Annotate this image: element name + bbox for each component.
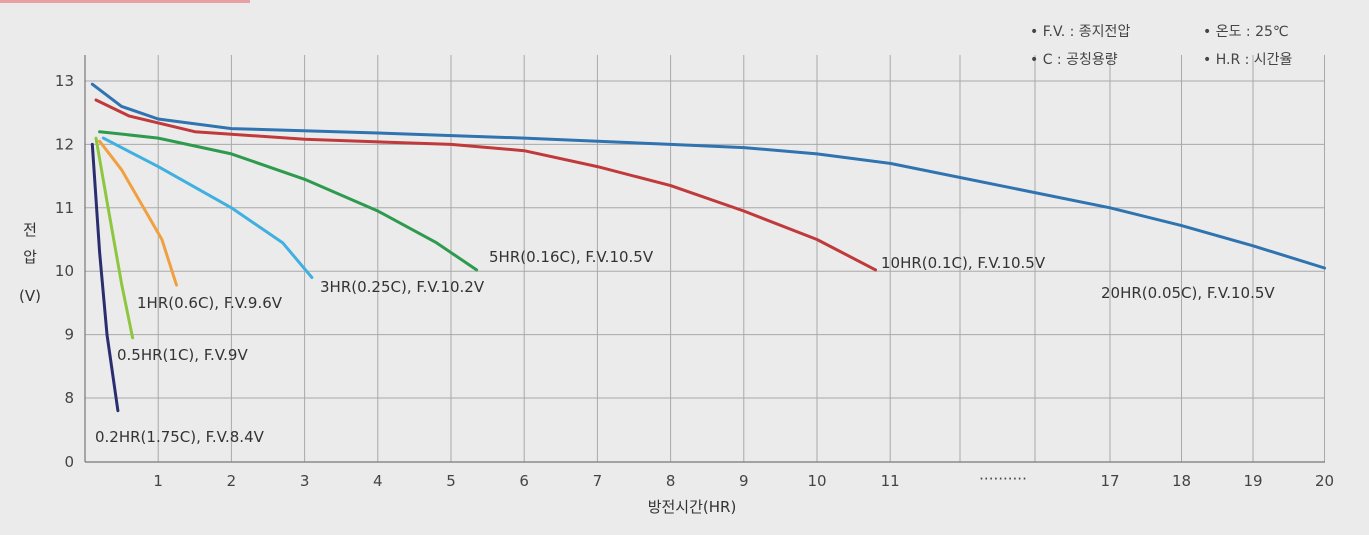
series-lines bbox=[90, 82, 1326, 413]
x-tick-label: 18 bbox=[1172, 472, 1191, 490]
series-line bbox=[94, 136, 135, 340]
y-tick-label: 13 bbox=[55, 72, 74, 90]
legend-c: • C : 공칭용량 bbox=[1030, 52, 1118, 68]
x-tick-label: 6 bbox=[519, 472, 529, 490]
x-tick-label: 4 bbox=[373, 472, 383, 490]
x-tick-label: 20 bbox=[1315, 472, 1334, 490]
x-tick-label: 5 bbox=[446, 472, 456, 490]
x-tick-label: 1 bbox=[153, 472, 163, 490]
legend-temp: • 온도 : 25℃ bbox=[1203, 24, 1289, 40]
x-tick-label: 2 bbox=[227, 472, 237, 490]
axes bbox=[84, 55, 1325, 463]
x-tick-label: 11 bbox=[881, 472, 900, 490]
x-tick-label: 17 bbox=[1100, 472, 1119, 490]
y-tick-label: 9 bbox=[64, 326, 74, 344]
x-tick-labels: 1 2 3 4 5 6 7 8 9 10 11 17 18 19 20 ·········· bbox=[153, 470, 1334, 490]
y-axis-label-1: 전 bbox=[23, 221, 37, 239]
x-tick-label: 19 bbox=[1243, 472, 1262, 490]
y-tick-label: 8 bbox=[64, 389, 74, 407]
x-tick-label: 7 bbox=[593, 472, 603, 490]
x-tick-label: 8 bbox=[666, 472, 676, 490]
top-accent-strip bbox=[0, 0, 250, 3]
series-line bbox=[94, 98, 878, 272]
y-tick-label: 10 bbox=[55, 262, 74, 280]
series-label: 10HR(0.1C), F.V.10.5V bbox=[881, 254, 1046, 272]
series-line bbox=[90, 82, 1326, 270]
legend-hr: • H.R : 시간율 bbox=[1203, 52, 1293, 68]
series-label: 5HR(0.16C), F.V.10.5V bbox=[489, 248, 654, 266]
x-axis-label: 방전시간(HR) bbox=[648, 498, 737, 516]
x-tick-label: 10 bbox=[807, 472, 826, 490]
series-label: 3HR(0.25C), F.V.10.2V bbox=[320, 278, 485, 296]
y-axis-label-2: 압 bbox=[23, 248, 37, 266]
x-tick-label: 9 bbox=[739, 472, 749, 490]
series-line bbox=[98, 130, 479, 272]
series-label: 0.2HR(1.75C), F.V.8.4V bbox=[95, 428, 265, 446]
series-label: 0.5HR(1C), F.V.9V bbox=[117, 346, 248, 364]
y-tick-label: 0 bbox=[64, 453, 74, 471]
y-tick-label: 11 bbox=[55, 199, 74, 217]
series-line bbox=[90, 142, 120, 413]
grid-lines bbox=[85, 55, 1325, 462]
series-label: 20HR(0.05C), F.V.10.5V bbox=[1101, 284, 1275, 302]
series-line bbox=[98, 139, 178, 287]
legend-fv: • F.V. : 종지전압 bbox=[1030, 24, 1130, 40]
series-line bbox=[101, 136, 314, 279]
series-labels: 0.2HR(1.75C), F.V.8.4V 0.5HR(1C), F.V.9V 1… bbox=[95, 248, 1275, 446]
series-label: 1HR(0.6C), F.V.9.6V bbox=[137, 294, 283, 312]
x-tick-label: 3 bbox=[300, 472, 310, 490]
y-tick-labels: 0 8 9 10 11 12 13 bbox=[55, 72, 74, 471]
y-axis-label-3: (V) bbox=[19, 287, 41, 305]
x-axis-break-dots: ·········· bbox=[979, 470, 1027, 488]
y-tick-label: 12 bbox=[55, 135, 74, 153]
